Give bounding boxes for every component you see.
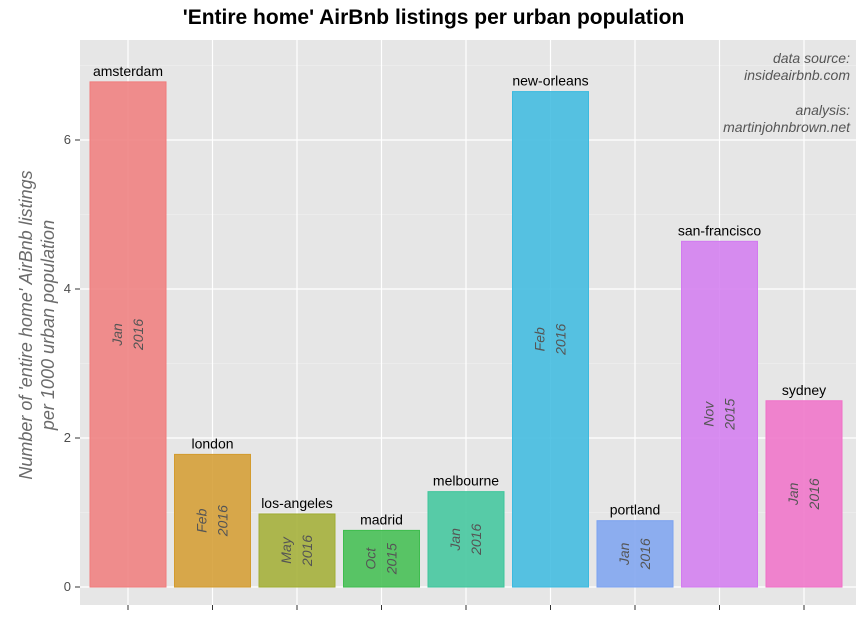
bar-label: los-angeles — [261, 495, 333, 511]
bar-date-year: 2016 — [468, 524, 484, 556]
bar-sydney — [765, 400, 843, 588]
bar-date-year: 2016 — [637, 538, 653, 570]
bar-label: melbourne — [433, 473, 499, 489]
bar-label: sydney — [782, 382, 826, 398]
bar-date-month: Jan — [447, 528, 463, 552]
bar-label: amsterdam — [93, 63, 163, 79]
bar-los-angeles — [258, 513, 336, 588]
bar-date-month: Jan — [785, 482, 801, 506]
bar-melbourne — [427, 491, 505, 588]
bar-label: madrid — [360, 511, 403, 527]
bar-date-month: Jan — [109, 323, 125, 347]
bar-label: san-francisco — [678, 222, 761, 238]
source-value: insideairbnb.com — [744, 67, 850, 83]
bar-date-month: May — [278, 536, 294, 563]
bar-date-month: Jan — [616, 542, 632, 566]
bar-date-year: 2016 — [806, 478, 822, 510]
bar-date-year: 2016 — [215, 505, 231, 537]
y-tick-label: 0 — [64, 579, 71, 594]
bar-amsterdam — [89, 81, 167, 588]
bar-date-year: 2016 — [130, 319, 146, 351]
x-axis — [127, 605, 805, 610]
analysis-label: analysis: — [796, 102, 851, 118]
bars: amsterdam Jan 2016 london Feb 2016 los-angeles… — [89, 63, 843, 588]
bar-london — [174, 453, 251, 588]
bar-label: new-orleans — [512, 73, 588, 89]
bar-date-month: Oct — [363, 547, 379, 570]
y-axis-label-line-2: per 1000 urban population — [38, 220, 58, 431]
bar-portland — [596, 520, 674, 588]
bar-label: london — [191, 435, 233, 451]
y-tick-label: 4 — [64, 281, 71, 296]
y-axis: 0 2 4 6 — [64, 132, 80, 594]
bar-date-month: Feb — [532, 327, 548, 351]
bar-label: portland — [610, 502, 661, 518]
bar-san-francisco — [681, 240, 758, 588]
analysis-value: martinjohnbrown.net — [723, 119, 851, 135]
bar-madrid — [343, 529, 420, 588]
bar-date-year: 2015 — [722, 398, 738, 430]
bar-date-year: 2016 — [553, 324, 569, 356]
bar-date-year: 2016 — [299, 535, 315, 567]
source-label: data source: — [773, 50, 850, 66]
y-tick-label: 6 — [64, 132, 71, 147]
bar-date-year: 2015 — [384, 543, 400, 575]
chart-title: 'Entire home' AirBnb listings per urban … — [182, 6, 685, 29]
y-axis-label-line-1: Number of 'entire home' AirBnb listings — [16, 170, 36, 479]
bar-new-orleans — [512, 91, 589, 588]
y-tick-label: 2 — [64, 430, 71, 445]
bar-date-month: Feb — [194, 508, 210, 532]
bar-date-month: Nov — [701, 401, 717, 427]
source-annotation: data source: insideairbnb.com analysis: … — [723, 50, 851, 135]
